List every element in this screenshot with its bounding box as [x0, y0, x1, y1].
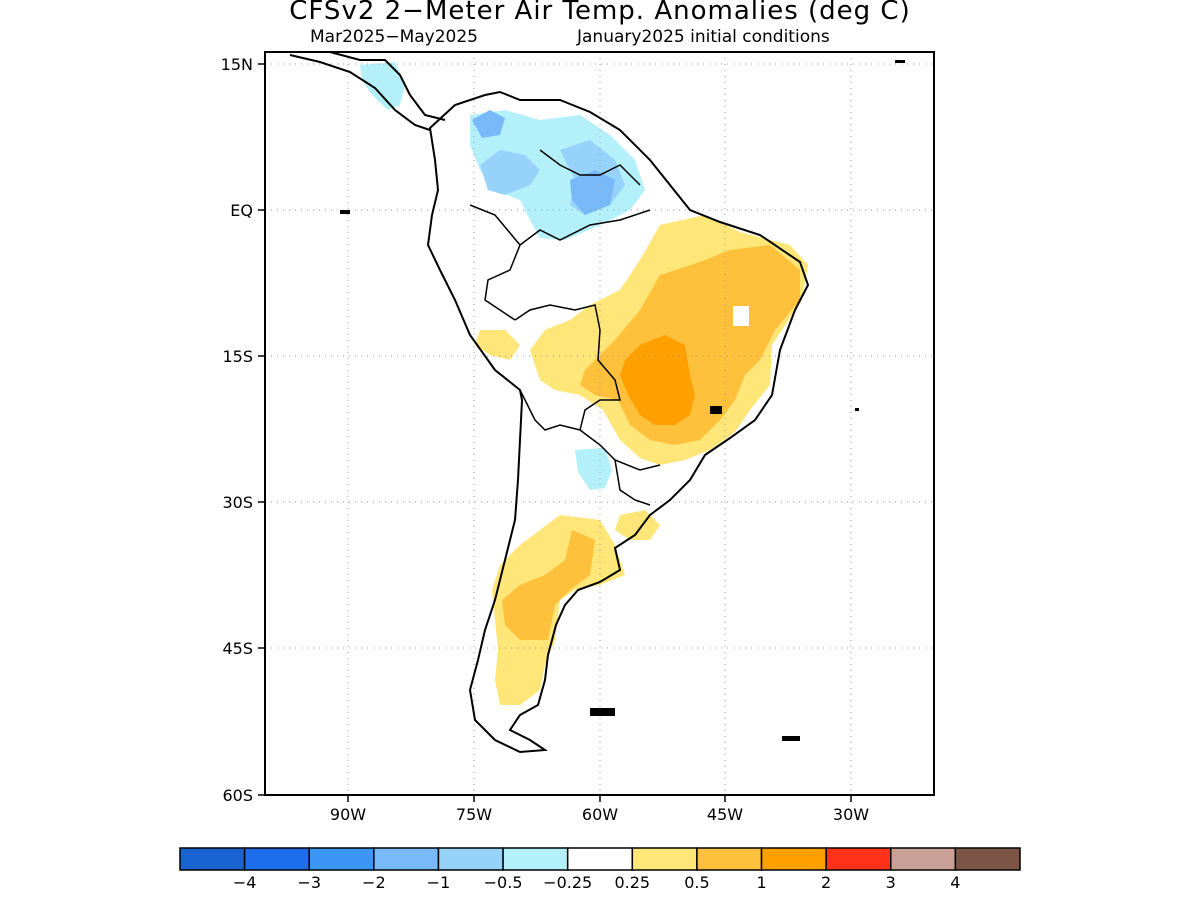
colorbar: −4 −3 −2 −1 −0.5 −0.25 0.25 0.5 1 2 3 4 — [179, 847, 1021, 892]
colorbar-label: 3 — [886, 873, 896, 892]
lat-label: 60S — [222, 786, 253, 805]
central-america-cool — [360, 62, 405, 110]
map-area — [265, 52, 934, 795]
northeast-cool-1 — [570, 170, 615, 215]
colorbar-label: −4 — [233, 873, 257, 892]
colorbar-swatch — [502, 847, 569, 871]
colorbar-swatch — [890, 847, 957, 871]
forecast-period: Mar2025−May2025 — [310, 27, 478, 47]
colombia-cool-1 — [472, 110, 505, 138]
colorbar-label: 0.25 — [614, 873, 650, 892]
lat-label: 15S — [222, 347, 253, 366]
colorbar-label: −2 — [362, 873, 386, 892]
colorbar-label: 0.5 — [684, 873, 709, 892]
brazil-warm-2 — [620, 335, 695, 425]
colorbar-swatch — [308, 847, 375, 871]
colorbar-label: 2 — [821, 873, 831, 892]
lon-label: 30W — [833, 805, 869, 824]
bolivia-cool — [575, 448, 612, 490]
patagonia-warm-1 — [502, 530, 595, 640]
colorbar-label: 1 — [756, 873, 766, 892]
lat-label: 45S — [222, 639, 253, 658]
north-cool-0.5 — [480, 150, 540, 195]
lon-label: 45W — [707, 805, 743, 824]
lat-label: 30S — [222, 493, 253, 512]
no-data-patch — [733, 306, 749, 326]
lat-label: 15N — [221, 55, 253, 74]
colorbar-swatch — [373, 847, 440, 871]
colorbar-swatch — [696, 847, 763, 871]
colorbar-label: −3 — [297, 873, 321, 892]
lon-label: 90W — [330, 805, 366, 824]
lon-ticks — [347, 795, 852, 802]
colorbar-label: −0.25 — [543, 873, 592, 892]
colorbar-swatch — [825, 847, 892, 871]
lon-label: 75W — [456, 805, 492, 824]
colorbar-swatch — [179, 847, 246, 871]
colorbar-swatch — [566, 847, 634, 871]
south-america-coastline — [426, 90, 810, 754]
islands — [340, 60, 905, 741]
colorbar-swatch — [954, 847, 1021, 871]
colorbar-swatch — [631, 847, 698, 871]
colorbar-swatch — [760, 847, 827, 871]
country-borders — [469, 149, 661, 506]
lat-ticks — [258, 63, 265, 796]
central-warm-0.5 — [475, 330, 520, 360]
colorbar-label: −0.5 — [484, 873, 523, 892]
colorbar-swatch — [437, 847, 504, 871]
colorbar-label: −1 — [427, 873, 451, 892]
initial-conditions: January2025 initial conditions — [577, 27, 830, 47]
lat-label: EQ — [230, 201, 253, 220]
map-title: CFSv2 2−Meter Air Temp. Anomalies (deg C… — [289, 0, 911, 26]
central-america-coastline — [289, 52, 446, 131]
lon-labels: 90W 75W 60W 45W 30W — [330, 805, 869, 824]
lat-labels: 15N EQ 15S 30S 45S 60S — [221, 55, 253, 805]
uruguay-warm-0.5 — [615, 510, 660, 540]
colorbar-label: 4 — [950, 873, 960, 892]
colorbar-swatch — [243, 847, 310, 871]
lon-label: 60W — [582, 805, 618, 824]
